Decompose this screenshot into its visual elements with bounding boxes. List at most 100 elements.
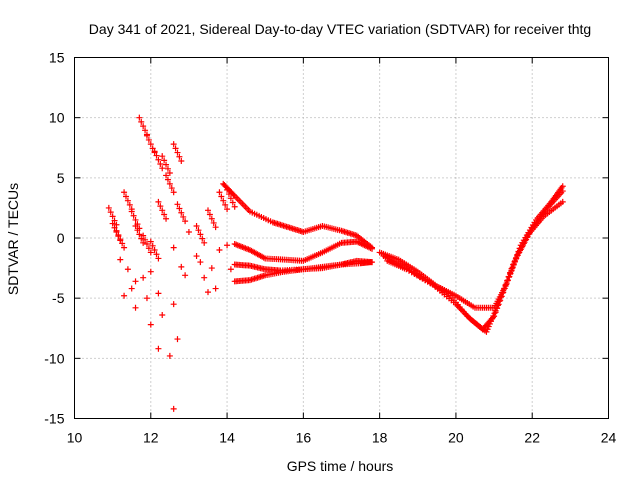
early-scatter-point: [182, 272, 189, 279]
early-scatter-point: [197, 259, 204, 266]
early-streaks-point: [206, 211, 213, 218]
early-scatter-point: [224, 242, 231, 249]
night-b-point: [495, 301, 502, 308]
early-streaks-point: [138, 118, 145, 125]
early-streaks-point: [111, 224, 118, 231]
night-c-point: [507, 269, 514, 276]
early-streaks-point: [193, 222, 200, 229]
early-streaks-point: [161, 211, 168, 218]
early-streaks-point: [163, 161, 170, 168]
early-streaks-point: [227, 195, 234, 202]
early-streaks-point: [142, 127, 149, 134]
early-streaks-point: [195, 227, 202, 234]
early-scatter-point: [159, 312, 166, 319]
early-streaks-point: [115, 231, 122, 238]
early-scatter-point: [132, 304, 139, 311]
night-c-point: [489, 315, 496, 322]
early-streaks-point: [224, 186, 231, 193]
night-b-point: [497, 297, 504, 304]
y-tick-label: -15: [44, 411, 64, 427]
early-streaks-point: [178, 157, 185, 164]
early-streaks-point: [136, 231, 143, 238]
x-tick-label: 18: [372, 430, 388, 446]
x-tick-label: 10: [67, 430, 83, 446]
night-c-point: [517, 246, 524, 253]
early-streaks-point: [153, 251, 160, 258]
x-tick-label: 12: [143, 430, 159, 446]
early-streaks-point: [166, 170, 173, 177]
early-streaks-point: [145, 245, 152, 252]
x-axis-title: GPS time / hours: [287, 458, 394, 474]
night-c-point: [559, 198, 566, 205]
x-tick-label: 24: [601, 430, 617, 446]
early-scatter-point: [166, 352, 173, 359]
early-streaks-point: [147, 238, 154, 245]
early-scatter-point: [132, 278, 139, 285]
early-streaks-point: [119, 240, 126, 247]
early-streaks-point: [147, 141, 154, 148]
night-c-point: [502, 281, 509, 288]
early-scatter-point: [124, 266, 131, 273]
early-streaks-point: [201, 239, 208, 246]
early-streaks-point: [155, 198, 162, 205]
early-scatter-point: [174, 336, 181, 343]
early-scatter-point: [216, 247, 223, 254]
night-c-point: [516, 249, 523, 256]
early-streaks-point: [182, 218, 189, 225]
early-streaks-point: [143, 132, 150, 139]
early-streaks-point: [163, 172, 170, 179]
early-streaks-point: [216, 189, 223, 196]
early-streaks-point: [132, 222, 139, 229]
early-streaks-point: [172, 145, 179, 152]
early-streaks-point: [122, 193, 129, 200]
early-streaks-point: [105, 204, 112, 211]
y-tick-label: 5: [57, 170, 65, 186]
y-tick-label: -5: [52, 290, 65, 306]
early-streaks-point: [176, 153, 183, 160]
night-c-point: [494, 302, 501, 309]
early-streaks-point: [212, 224, 219, 231]
night-c-point: [520, 240, 527, 247]
early-streaks-point: [197, 231, 204, 238]
early-streaks-point: [174, 149, 181, 156]
early-streaks-point: [157, 203, 164, 210]
early-streaks-point: [140, 239, 147, 246]
early-streaks-point: [159, 207, 166, 214]
axis-ticks: 10 12 14 16 18 20 22 24 -15 -10 -5 0 5 10 15: [44, 50, 616, 446]
night-c-point: [513, 255, 520, 262]
early-scatter-point: [212, 285, 219, 292]
early-streaks-point: [113, 221, 120, 228]
early-streaks-point: [229, 199, 236, 206]
night-c-point: [508, 265, 515, 272]
early-streaks-point: [208, 215, 215, 222]
early-streaks-point: [220, 197, 227, 204]
early-streaks-point: [128, 208, 135, 215]
early-streaks-point: [117, 236, 124, 243]
early-streaks-point: [168, 185, 175, 192]
early-streaks-point: [107, 209, 114, 216]
trace-upper-point: [230, 191, 237, 198]
early-scatter-point: [128, 285, 135, 292]
early-scatter-point: [170, 405, 177, 412]
early-streaks-point: [142, 236, 149, 243]
early-scatter-point: [193, 253, 200, 260]
early-streaks-point: [170, 189, 177, 196]
early-streaks-point: [164, 165, 171, 172]
early-streaks-point: [138, 235, 145, 242]
night-b-point: [559, 183, 566, 190]
early-streaks-point: [231, 203, 238, 210]
early-streaks-point: [147, 249, 154, 256]
night-c-point: [514, 252, 521, 259]
early-scatter-point: [143, 295, 150, 302]
early-streaks-point: [111, 217, 118, 224]
early-scatter-point: [140, 274, 147, 281]
early-scatter-point: [170, 301, 177, 308]
early-streaks-point: [159, 153, 166, 160]
night-c-point: [486, 320, 493, 327]
trace-base-point: [369, 259, 376, 266]
early-streaks-point: [143, 241, 150, 248]
early-streaks-point: [124, 197, 131, 204]
night-c-point: [492, 307, 499, 314]
